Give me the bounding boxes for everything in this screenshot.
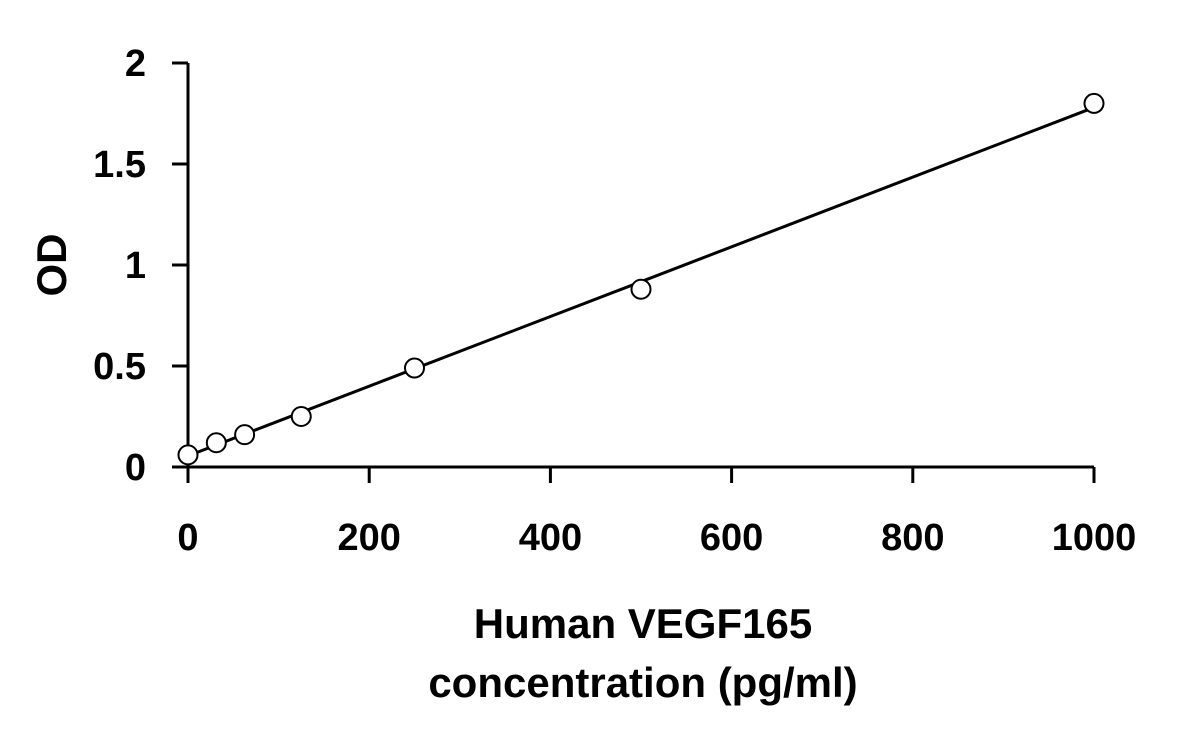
y-axis-title: OD	[28, 234, 75, 297]
y-tick-label: 2	[125, 43, 146, 85]
y-tick-label: 1.5	[93, 144, 146, 186]
data-point	[1083, 92, 1105, 114]
y-tick-label: 0	[125, 447, 146, 489]
x-tick-label: 0	[177, 517, 198, 559]
data-point	[205, 432, 227, 454]
x-axis-title-line-1: Human VEGF165	[474, 600, 812, 647]
data-point	[177, 444, 199, 466]
data-point	[234, 424, 256, 446]
data-points-group	[177, 92, 1105, 466]
data-point	[630, 278, 652, 300]
data-point	[290, 406, 312, 427]
x-tick-label: 1000	[1052, 517, 1137, 559]
x-tick-label: 400	[519, 517, 582, 559]
y-tick-label: 0.5	[93, 346, 146, 388]
axes-group	[186, 63, 1094, 469]
x-tick-label: 200	[337, 517, 400, 559]
x-ticks-group: 0 200 400 600 800 1000	[177, 467, 1136, 559]
data-point	[404, 357, 425, 379]
x-tick-label: 600	[700, 517, 763, 559]
x-tick-label: 800	[881, 517, 944, 559]
x-axis-title-line-2: concentration (pg/ml)	[428, 659, 857, 706]
y-tick-label: 1	[125, 245, 146, 287]
y-ticks-group: 0 0.5 1 1.5 2	[93, 43, 188, 489]
